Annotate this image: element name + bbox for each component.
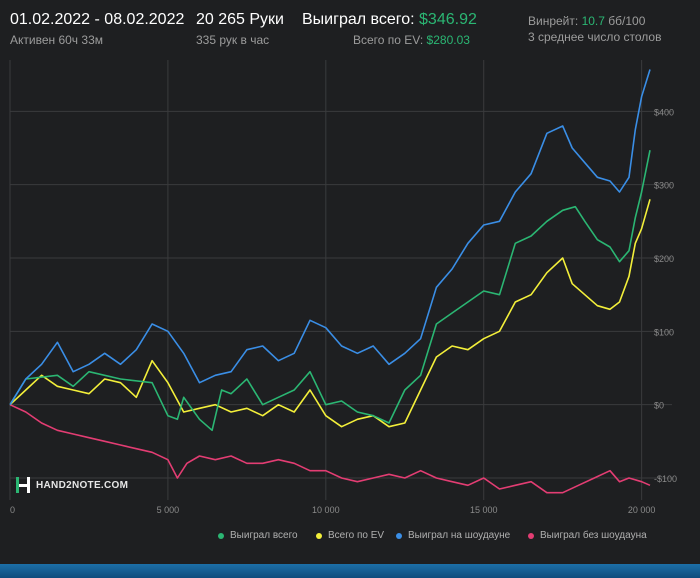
y-tick-label: $300 xyxy=(654,181,674,191)
bottom-bar xyxy=(0,564,700,578)
hand2note-logo-icon xyxy=(16,477,30,493)
ev-total-value: $280.03 xyxy=(426,33,470,47)
y-tick-label: -$100 xyxy=(654,474,677,484)
x-tick-labels: 0 5 000 10 000 15 000 20 000 xyxy=(10,505,655,515)
logo-text: HAND2NOTE.COM xyxy=(36,479,129,491)
date-range[interactable]: 01.02.2022 - 08.02.2022 xyxy=(10,11,185,28)
legend-dot xyxy=(528,532,534,539)
winrate: Винрейт: 10.7 бб/100 xyxy=(528,14,645,28)
legend-item-won-total[interactable]: Выиграл всего xyxy=(218,530,298,541)
y-tick-label: $0 xyxy=(654,401,664,411)
won-total-value: $346.92 xyxy=(419,11,477,28)
won-total: Выиграл всего: $346.92 xyxy=(302,11,477,29)
x-tick-label: 15 000 xyxy=(470,505,498,515)
chart-legend: Выиграл всего Всего по EV Выиграл на шоу… xyxy=(0,530,700,544)
legend-label: Выиграл всего xyxy=(230,530,298,541)
winrate-unit: бб/100 xyxy=(608,14,646,28)
hands-count: 20 265 Руки xyxy=(196,11,284,28)
series-lines xyxy=(9,69,651,494)
series-line xyxy=(9,199,651,428)
ev-total: Всего по EV: $280.03 xyxy=(353,33,470,47)
legend-dot xyxy=(218,532,224,539)
series-line xyxy=(9,150,651,432)
x-tick-label: 20 000 xyxy=(628,505,656,515)
hand2note-logo: HAND2NOTE.COM xyxy=(16,477,128,493)
x-tick-label: 10 000 xyxy=(312,505,340,515)
legend-label: Выиграл без шоудауна xyxy=(540,530,647,541)
y-tick-label: $400 xyxy=(654,107,674,117)
winrate-label: Винрейт: xyxy=(528,14,579,28)
y-tick-label: $200 xyxy=(654,254,674,264)
hands-per-hour: 335 рук в час xyxy=(196,33,270,47)
legend-label: Всего по EV xyxy=(328,530,385,541)
legend-dot xyxy=(396,532,402,539)
active-time: Активен 60ч 33м xyxy=(10,33,103,47)
avg-tables: 3 среднее число столов xyxy=(528,30,662,44)
legend-item-non-showdown[interactable]: Выиграл без шоудауна xyxy=(528,530,647,541)
graph-panel: 01.02.2022 - 08.02.2022 Активен 60ч 33м … xyxy=(0,11,700,544)
winrate-value: 10.7 xyxy=(581,14,605,28)
x-tick-label: 0 xyxy=(10,505,15,515)
legend-dot xyxy=(316,532,322,539)
y-tick-label: $100 xyxy=(654,327,674,337)
y-tick-labels: -$100 $0 $100 $200 $300 $400 xyxy=(654,107,677,484)
won-total-label: Выиграл всего: xyxy=(302,11,415,28)
legend-label: Выиграл на шоудауне xyxy=(408,530,511,541)
x-tick-label: 5 000 xyxy=(157,505,180,515)
series-line xyxy=(9,403,651,494)
ev-total-label: Всего по EV: xyxy=(353,33,424,47)
legend-item-ev[interactable]: Всего по EV xyxy=(316,530,384,541)
profit-chart: -$100 $0 $100 $200 $300 $400 0 5 000 10 000 15 0… xyxy=(9,60,677,515)
grid-lines xyxy=(9,60,672,500)
series-line xyxy=(9,69,651,406)
legend-item-showdown[interactable]: Выиграл на шоудауне xyxy=(396,530,510,541)
